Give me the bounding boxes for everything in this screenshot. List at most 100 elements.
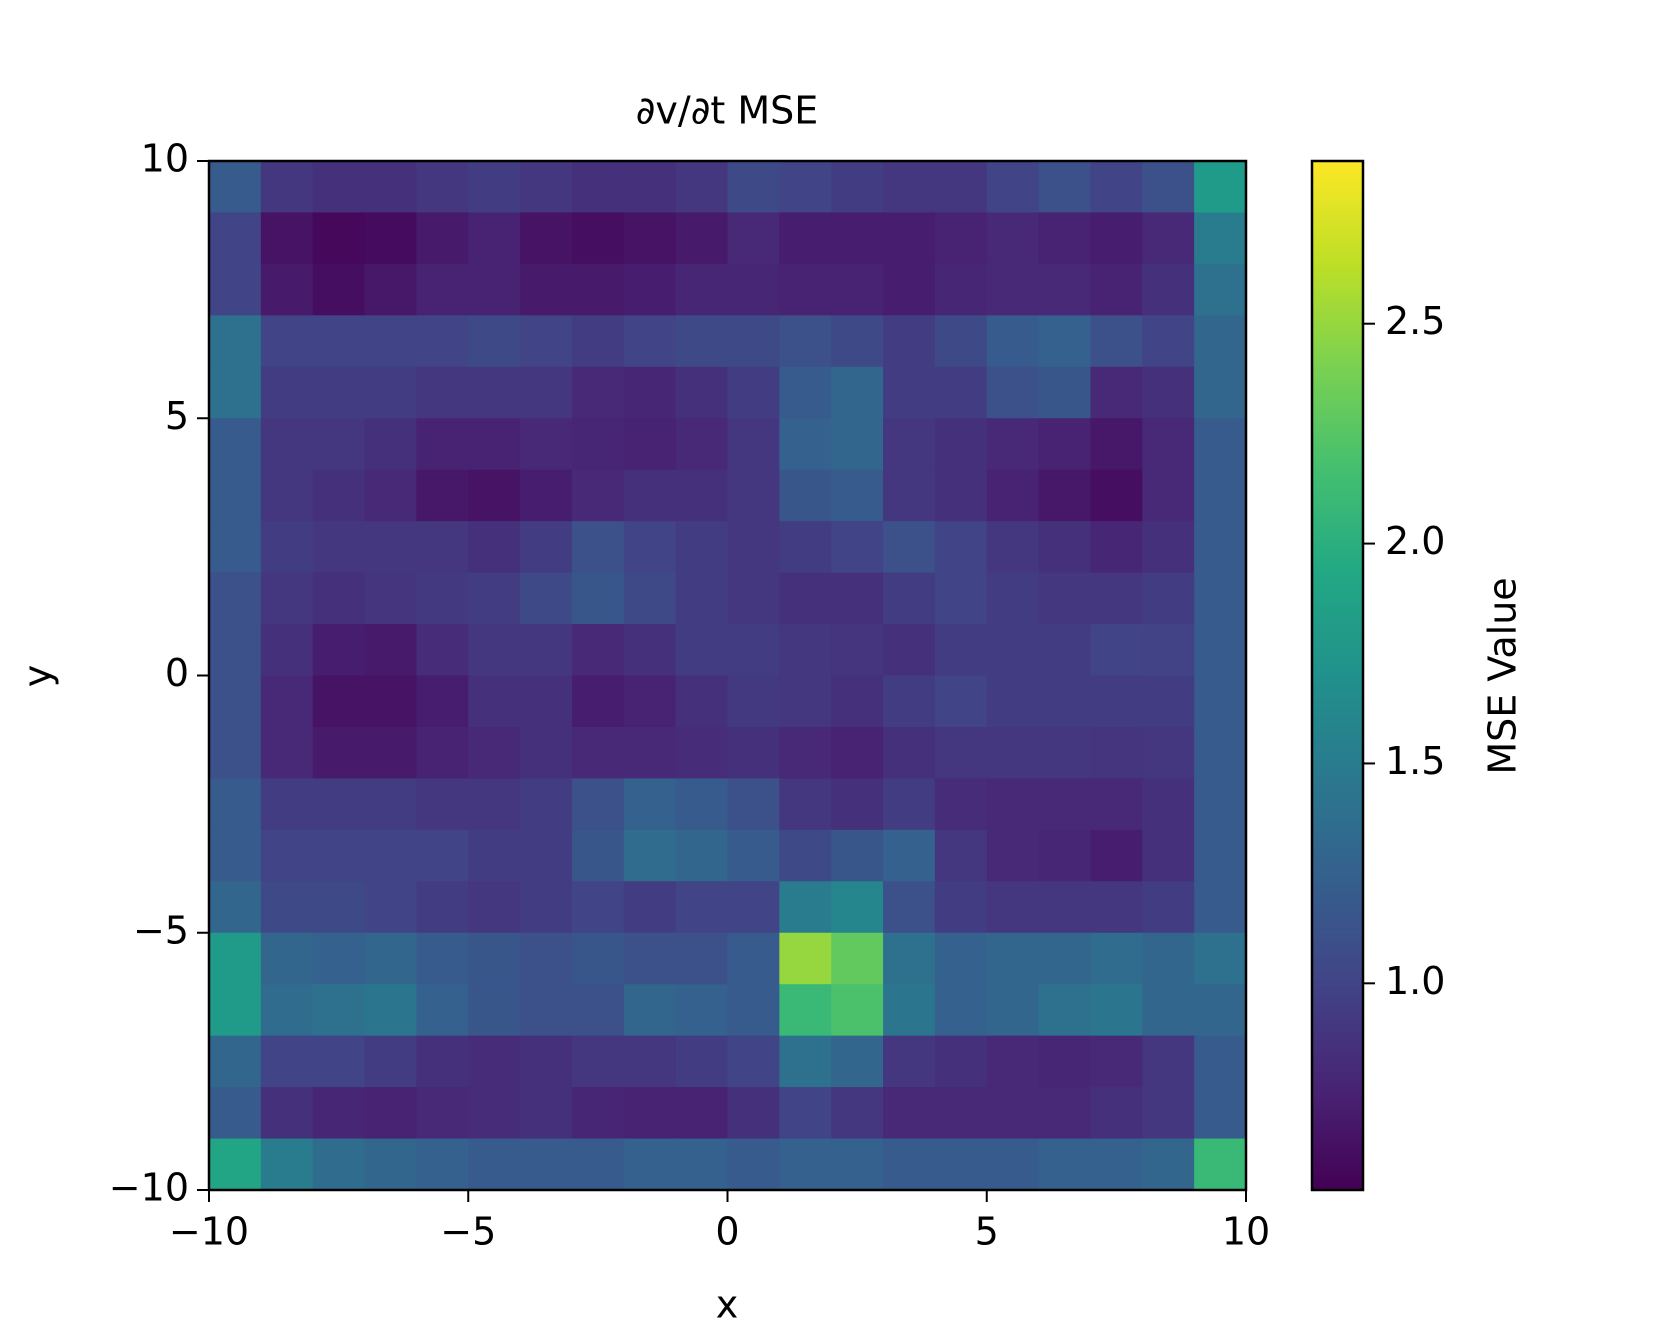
heatmap-cell — [468, 932, 521, 985]
heatmap-cell — [364, 1138, 417, 1191]
heatmap-cell — [986, 572, 1040, 625]
heatmap-cell — [779, 1138, 832, 1191]
heatmap-cell — [1142, 469, 1195, 522]
heatmap-cell — [468, 521, 521, 574]
heatmap-cell — [1090, 212, 1143, 265]
heatmap-cell — [1194, 984, 1247, 1037]
heatmap-cell — [883, 212, 936, 265]
heatmap-cell — [1194, 675, 1247, 728]
heatmap-cell — [675, 315, 729, 368]
heatmap-cell — [520, 212, 573, 265]
heatmap-cell — [1090, 1087, 1143, 1140]
heatmap-cell — [520, 1138, 573, 1191]
heatmap-cell — [831, 1138, 884, 1191]
heatmap-cell — [883, 1035, 936, 1088]
heatmap-cell — [520, 263, 573, 316]
heatmap-cell — [1090, 984, 1143, 1037]
heatmap-cell — [520, 881, 573, 934]
heatmap-cell — [986, 161, 1040, 214]
heatmap-cell — [260, 521, 314, 574]
heatmap-cell — [675, 778, 729, 831]
heatmap-cell — [1038, 1035, 1092, 1088]
heatmap-cell — [364, 315, 417, 368]
heatmap-cell — [831, 572, 884, 625]
heatmap-cell — [209, 932, 262, 985]
heatmap-cell — [1194, 881, 1247, 934]
colorbar-tick-label: 2.0 — [1385, 519, 1445, 563]
heatmap-cell — [260, 366, 314, 419]
heatmap-cell — [986, 263, 1040, 316]
heatmap-cell — [260, 469, 314, 522]
heatmap-cell — [1142, 829, 1195, 882]
heatmap-cell — [312, 1138, 366, 1191]
heatmap-cell — [520, 418, 573, 471]
heatmap-cell — [1090, 315, 1143, 368]
heatmap-cell — [364, 881, 417, 934]
heatmap-cell — [1142, 675, 1195, 728]
heatmap-cell — [1194, 572, 1247, 625]
heatmap-cell — [779, 932, 832, 985]
heatmap-cell — [1142, 212, 1195, 265]
heatmap-cell — [934, 212, 988, 265]
heatmap-cell — [1038, 521, 1092, 574]
x-tick-label: −10 — [169, 1210, 249, 1254]
heatmap-cell — [1090, 624, 1143, 677]
heatmap-cell — [1194, 829, 1247, 882]
heatmap-cell — [1038, 1087, 1092, 1140]
heatmap-cell — [727, 418, 780, 471]
heatmap-cell — [260, 932, 314, 985]
heatmap-cell — [1090, 521, 1143, 574]
heatmap-cell — [1090, 778, 1143, 831]
heatmap-cell — [416, 932, 469, 985]
heatmap-cell — [364, 726, 417, 779]
heatmap-cell — [623, 1087, 677, 1140]
heatmap — [209, 161, 1247, 1191]
heatmap-cell — [727, 263, 780, 316]
heatmap-cell — [312, 1035, 366, 1088]
heatmap-cell — [209, 315, 262, 368]
heatmap-cell — [934, 521, 988, 574]
heatmap-cell — [520, 315, 573, 368]
heatmap-cell — [1038, 572, 1092, 625]
heatmap-cell — [1194, 778, 1247, 831]
heatmap-cell — [831, 418, 884, 471]
heatmap-cell — [209, 778, 262, 831]
heatmap-cell — [364, 778, 417, 831]
heatmap-cell — [1142, 1087, 1195, 1140]
heatmap-cell — [209, 1035, 262, 1088]
heatmap-cell — [779, 829, 832, 882]
heatmap-cell — [1142, 881, 1195, 934]
heatmap-cell — [312, 1087, 366, 1140]
heatmap-cell — [364, 984, 417, 1037]
heatmap-cell — [675, 161, 729, 214]
heatmap-cell — [1194, 315, 1247, 368]
y-tick-label: −5 — [133, 908, 189, 952]
heatmap-cell — [1194, 726, 1247, 779]
heatmap-cell — [986, 881, 1040, 934]
heatmap-cell — [831, 521, 884, 574]
heatmap-cell — [934, 675, 988, 728]
heatmap-cell — [675, 1035, 729, 1088]
heatmap-cell — [934, 572, 988, 625]
heatmap-cell — [986, 624, 1040, 677]
heatmap-cell — [675, 1138, 729, 1191]
heatmap-cell — [675, 984, 729, 1037]
heatmap-cell — [779, 418, 832, 471]
heatmap-cell — [623, 263, 677, 316]
heatmap-cell — [571, 315, 625, 368]
heatmap-cell — [675, 675, 729, 728]
heatmap-cell — [1142, 521, 1195, 574]
heatmap-cell — [623, 778, 677, 831]
heatmap-cell — [883, 418, 936, 471]
heatmap-cell — [416, 1035, 469, 1088]
heatmap-cell — [675, 212, 729, 265]
chart-title: ∂v/∂t MSE — [636, 89, 819, 133]
heatmap-cell — [675, 572, 729, 625]
heatmap-cell — [883, 829, 936, 882]
heatmap-cell — [468, 572, 521, 625]
heatmap-cell — [1090, 469, 1143, 522]
heatmap-cell — [934, 829, 988, 882]
heatmap-cell — [883, 521, 936, 574]
heatmap-cell — [883, 726, 936, 779]
